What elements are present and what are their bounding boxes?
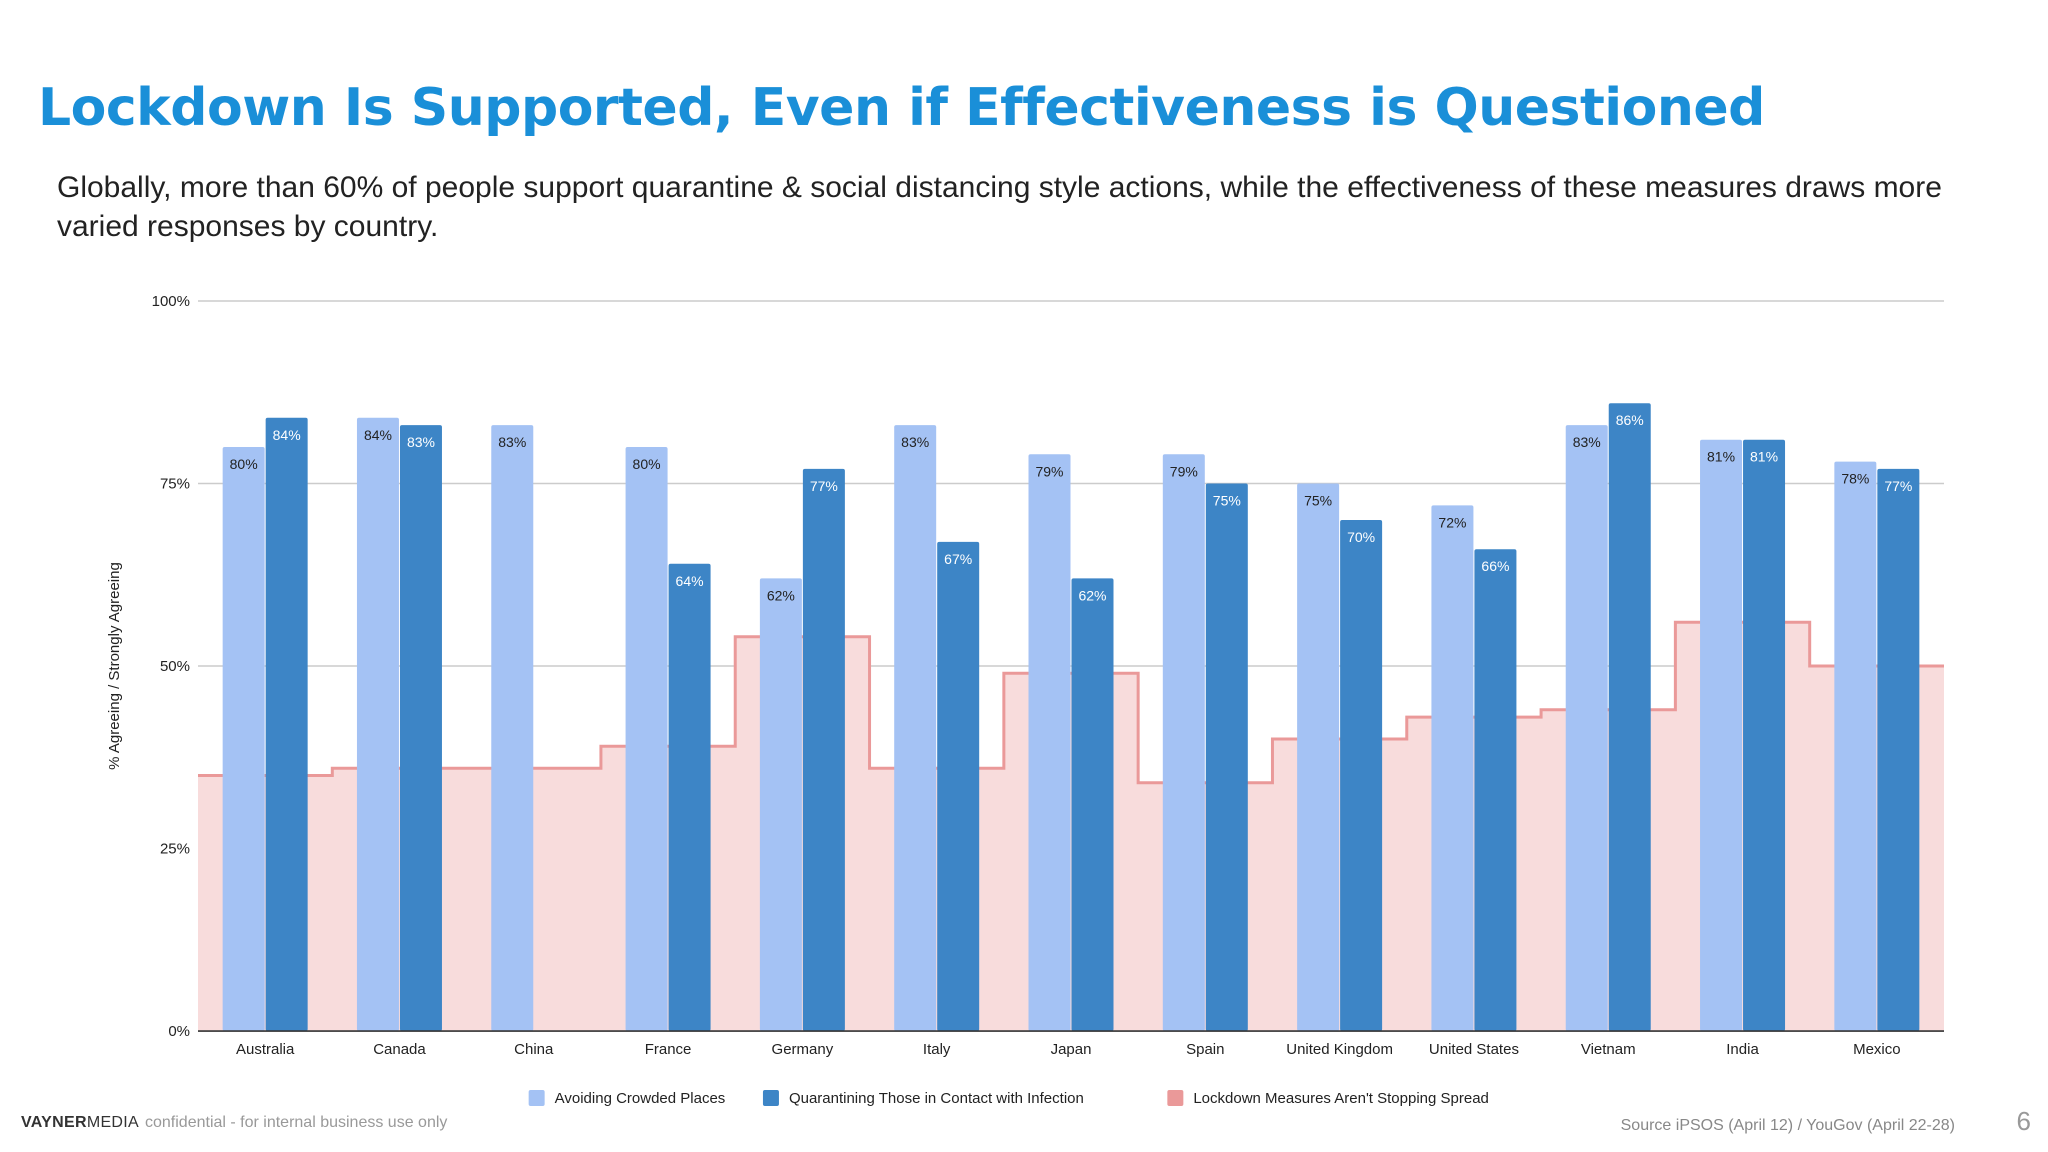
bar-quarantining [1877,468,1920,1031]
bar-data-label: 78% [1841,471,1869,487]
slide-title: Lockdown Is Supported, Even if Effective… [38,78,1765,138]
bar-avoiding-crowded [1028,454,1071,1031]
bar-avoiding-crowded [1162,454,1205,1031]
legend-label: Lockdown Measures Aren't Stopping Spread [1193,1090,1489,1107]
bar-avoiding-crowded [1565,425,1608,1032]
x-tick-label: Germany [772,1041,834,1058]
x-tick-label: United Kingdom [1286,1041,1393,1058]
legend-label: Quarantining Those in Contact with Infec… [789,1090,1084,1107]
y-tick-label: 0% [168,1023,190,1040]
bar-avoiding-crowded [759,578,802,1031]
bar-data-label: 80% [230,456,258,472]
brand-logo-regular: MEDIA [86,1114,139,1131]
bar-data-label: 77% [810,478,838,494]
footer-brand: VAYNERMEDIA confidential - for internal b… [21,1114,447,1132]
bar-data-label: 66% [1481,558,1509,574]
bar-data-label: 72% [1438,514,1466,530]
bar-quarantining [1205,483,1248,1031]
lockdown-spread-area-fill [198,622,1944,1031]
y-tick-label: 100% [152,293,190,310]
bar-quarantining [1071,578,1114,1031]
bar-avoiding-crowded [356,417,399,1031]
legend-swatch [528,1090,545,1106]
bar-avoiding-crowded [1700,439,1743,1031]
bar-avoiding-crowded [625,447,668,1031]
bar-quarantining [399,425,442,1032]
bar-data-label: 83% [498,434,526,450]
y-axis-title: % Agreeing / Strongly Agreeing [106,562,123,770]
bar-avoiding-crowded [894,425,937,1032]
bar-data-label: 70% [1347,529,1375,545]
x-tick-label: China [514,1041,554,1058]
brand-logo-bold: VAYNER [21,1114,87,1131]
x-tick-label: Australia [236,1041,295,1058]
bar-avoiding-crowded [491,425,534,1032]
y-tick-label: 50% [160,658,190,675]
bar-avoiding-crowded [222,447,265,1031]
bar-avoiding-crowded [1297,483,1340,1031]
bar-quarantining [1608,403,1651,1031]
x-tick-label: Canada [373,1041,426,1058]
bar-quarantining [1340,520,1383,1031]
x-tick-label: Spain [1186,1041,1224,1058]
bar-data-label: 83% [407,434,435,450]
confidential-note: confidential - for internal business use… [145,1114,448,1131]
bar-data-label: 83% [901,434,929,450]
bar-data-label: 81% [1707,449,1735,465]
bar-data-label: 75% [1213,493,1241,509]
x-tick-label: France [645,1041,692,1058]
bar-data-label: 79% [1035,463,1063,479]
legend-label: Avoiding Crowded Places [555,1090,726,1107]
legend-swatch [762,1090,779,1106]
bar-data-label: 83% [1573,434,1601,450]
bar-quarantining [1743,439,1786,1031]
legend-swatch [1167,1090,1184,1106]
bar-data-label: 84% [364,427,392,443]
bar-avoiding-crowded [1431,505,1474,1031]
x-tick-label: India [1726,1041,1759,1058]
bar-data-label: 62% [1078,587,1106,603]
bar-data-label: 62% [767,587,795,603]
bar-data-label: 86% [1616,412,1644,428]
bar-quarantining [668,563,711,1031]
source-note: Source iPSOS (April 12) / YouGov (April … [1620,1117,1955,1134]
bar-data-label: 75% [1304,493,1332,509]
x-tick-label: Vietnam [1581,1041,1636,1058]
bar-data-label: 67% [944,551,972,567]
y-tick-label: 25% [160,841,190,858]
page-number: 6 [2016,1106,2031,1136]
x-tick-label: Japan [1051,1041,1092,1058]
bar-quarantining [265,417,308,1031]
bar-quarantining [937,541,980,1031]
bar-data-label: 81% [1750,449,1778,465]
x-tick-label: Mexico [1853,1041,1901,1058]
slide-subtitle: Globally, more than 60% of people suppor… [57,171,1942,243]
x-tick-label: United States [1429,1041,1519,1058]
bar-data-label: 77% [1884,478,1912,494]
bar-data-label: 79% [1170,463,1198,479]
y-tick-label: 75% [160,476,190,493]
bar-data-label: 64% [676,573,704,589]
bar-data-label: 80% [633,456,661,472]
bar-data-label: 84% [273,427,301,443]
bar-quarantining [1474,549,1517,1031]
lockdown-spread-line [198,620,1944,785]
bar-avoiding-crowded [1834,461,1877,1032]
x-tick-label: Italy [923,1041,951,1058]
bar-quarantining [802,468,845,1031]
